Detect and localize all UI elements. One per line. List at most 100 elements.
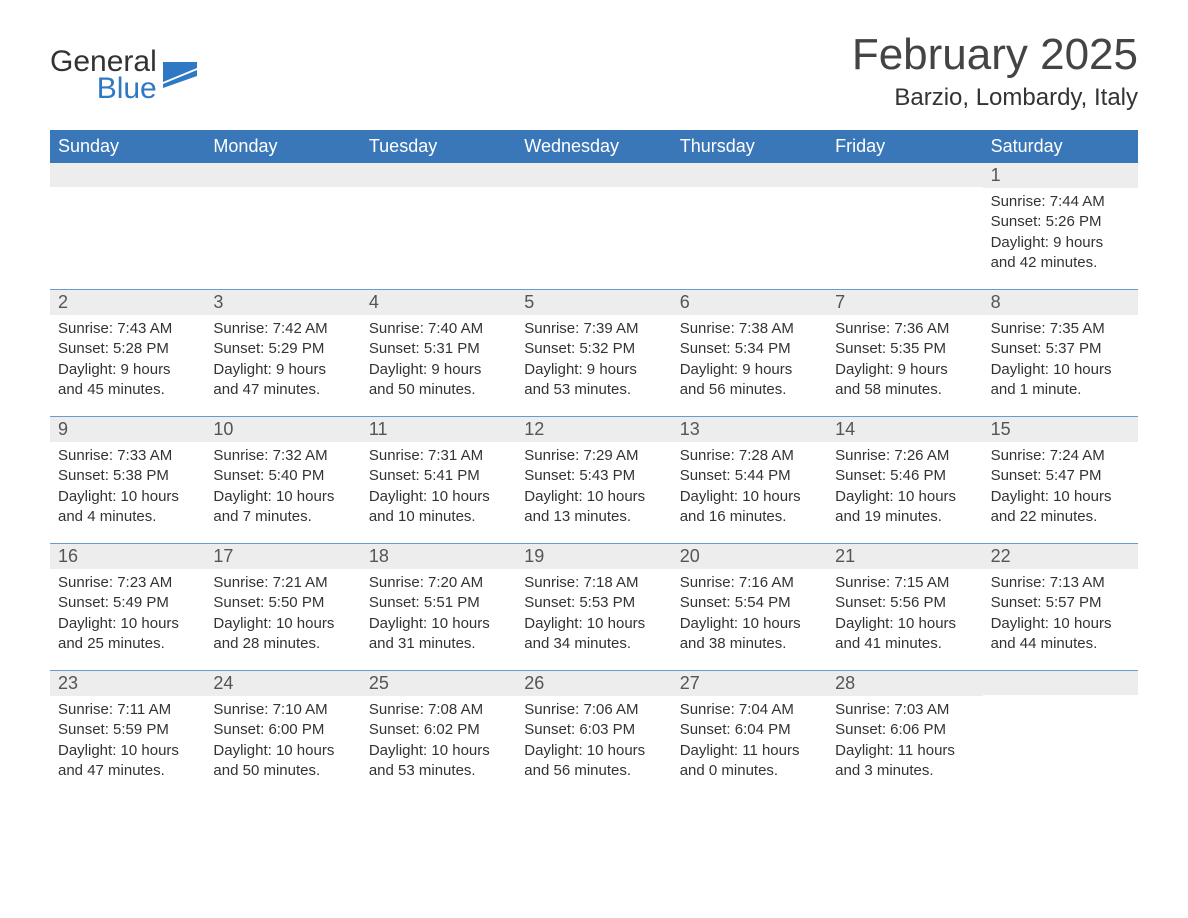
day-info: Sunrise: 7:04 AMSunset: 6:04 PMDaylight:… (680, 700, 819, 781)
weekday-header-row: SundayMondayTuesdayWednesdayThursdayFrid… (50, 130, 1138, 163)
day-number: 15 (983, 417, 1138, 442)
day-sunset: Sunset: 5:49 PM (58, 593, 197, 613)
day-cell: 18Sunrise: 7:20 AMSunset: 5:51 PMDayligh… (361, 544, 516, 670)
day-daylight: Daylight: 10 hours and 53 minutes. (369, 741, 508, 782)
day-info: Sunrise: 7:31 AMSunset: 5:41 PMDaylight:… (369, 446, 508, 527)
week-row: 23Sunrise: 7:11 AMSunset: 5:59 PMDayligh… (50, 670, 1138, 797)
day-daylight: Daylight: 10 hours and 34 minutes. (524, 614, 663, 655)
week-row: 1Sunrise: 7:44 AMSunset: 5:26 PMDaylight… (50, 163, 1138, 289)
day-daylight: Daylight: 10 hours and 31 minutes. (369, 614, 508, 655)
day-sunset: Sunset: 5:41 PM (369, 466, 508, 486)
day-info: Sunrise: 7:42 AMSunset: 5:29 PMDaylight:… (213, 319, 352, 400)
day-sunrise: Sunrise: 7:10 AM (213, 700, 352, 720)
day-sunset: Sunset: 5:38 PM (58, 466, 197, 486)
day-info: Sunrise: 7:43 AMSunset: 5:28 PMDaylight:… (58, 319, 197, 400)
day-sunset: Sunset: 5:57 PM (991, 593, 1130, 613)
week-row: 16Sunrise: 7:23 AMSunset: 5:49 PMDayligh… (50, 543, 1138, 670)
day-sunset: Sunset: 5:26 PM (991, 212, 1130, 232)
day-number: 12 (516, 417, 671, 442)
empty-day-number (516, 163, 671, 187)
day-sunrise: Sunrise: 7:20 AM (369, 573, 508, 593)
day-cell: 5Sunrise: 7:39 AMSunset: 5:32 PMDaylight… (516, 290, 671, 416)
day-cell: 3Sunrise: 7:42 AMSunset: 5:29 PMDaylight… (205, 290, 360, 416)
day-daylight: Daylight: 10 hours and 16 minutes. (680, 487, 819, 528)
day-cell: 1Sunrise: 7:44 AMSunset: 5:26 PMDaylight… (983, 163, 1138, 289)
day-sunset: Sunset: 5:32 PM (524, 339, 663, 359)
day-cell: 17Sunrise: 7:21 AMSunset: 5:50 PMDayligh… (205, 544, 360, 670)
calendar-grid: SundayMondayTuesdayWednesdayThursdayFrid… (50, 130, 1138, 797)
day-sunset: Sunset: 5:46 PM (835, 466, 974, 486)
day-number: 8 (983, 290, 1138, 315)
day-cell: 16Sunrise: 7:23 AMSunset: 5:49 PMDayligh… (50, 544, 205, 670)
day-daylight: Daylight: 10 hours and 7 minutes. (213, 487, 352, 528)
day-cell: 22Sunrise: 7:13 AMSunset: 5:57 PMDayligh… (983, 544, 1138, 670)
day-sunrise: Sunrise: 7:39 AM (524, 319, 663, 339)
day-daylight: Daylight: 11 hours and 3 minutes. (835, 741, 974, 782)
empty-day-cell (205, 163, 360, 289)
day-daylight: Daylight: 10 hours and 38 minutes. (680, 614, 819, 655)
day-sunset: Sunset: 5:29 PM (213, 339, 352, 359)
day-sunrise: Sunrise: 7:08 AM (369, 700, 508, 720)
day-sunset: Sunset: 6:06 PM (835, 720, 974, 740)
day-sunrise: Sunrise: 7:32 AM (213, 446, 352, 466)
day-sunset: Sunset: 5:54 PM (680, 593, 819, 613)
day-cell: 21Sunrise: 7:15 AMSunset: 5:56 PMDayligh… (827, 544, 982, 670)
day-sunrise: Sunrise: 7:13 AM (991, 573, 1130, 593)
month-title: February 2025 (852, 30, 1138, 80)
empty-day-number (361, 163, 516, 187)
day-info: Sunrise: 7:24 AMSunset: 5:47 PMDaylight:… (991, 446, 1130, 527)
day-sunrise: Sunrise: 7:40 AM (369, 319, 508, 339)
day-sunrise: Sunrise: 7:26 AM (835, 446, 974, 466)
day-info: Sunrise: 7:32 AMSunset: 5:40 PMDaylight:… (213, 446, 352, 527)
day-cell: 9Sunrise: 7:33 AMSunset: 5:38 PMDaylight… (50, 417, 205, 543)
day-sunrise: Sunrise: 7:33 AM (58, 446, 197, 466)
day-sunset: Sunset: 5:43 PM (524, 466, 663, 486)
day-daylight: Daylight: 10 hours and 47 minutes. (58, 741, 197, 782)
day-number: 28 (827, 671, 982, 696)
day-info: Sunrise: 7:23 AMSunset: 5:49 PMDaylight:… (58, 573, 197, 654)
day-number: 2 (50, 290, 205, 315)
day-sunrise: Sunrise: 7:44 AM (991, 192, 1130, 212)
day-sunset: Sunset: 5:34 PM (680, 339, 819, 359)
day-daylight: Daylight: 10 hours and 1 minute. (991, 360, 1130, 401)
day-daylight: Daylight: 10 hours and 25 minutes. (58, 614, 197, 655)
day-sunset: Sunset: 5:56 PM (835, 593, 974, 613)
weekday-header: Wednesday (516, 130, 671, 163)
day-daylight: Daylight: 9 hours and 53 minutes. (524, 360, 663, 401)
day-number: 26 (516, 671, 671, 696)
day-cell: 27 Sunrise: 7:04 AMSunset: 6:04 PMDayligh… (672, 671, 827, 797)
week-row: 2 Sunrise: 7:43 AMSunset: 5:28 PMDaylight… (50, 289, 1138, 416)
header-area: General Blue February 2025 Barzio, Lomba… (50, 30, 1138, 112)
day-cell: 28 Sunrise: 7:03 AMSunset: 6:06 PMDayligh… (827, 671, 982, 797)
empty-day-number (672, 163, 827, 187)
day-sunset: Sunset: 5:37 PM (991, 339, 1130, 359)
empty-day-cell (983, 671, 1138, 797)
day-sunrise: Sunrise: 7:18 AM (524, 573, 663, 593)
day-number: 11 (361, 417, 516, 442)
day-cell: 15 Sunrise: 7:24 AMSunset: 5:47 PMDayligh… (983, 417, 1138, 543)
day-cell: 8Sunrise: 7:35 AMSunset: 5:37 PMDaylight… (983, 290, 1138, 416)
empty-day-cell (361, 163, 516, 289)
day-sunset: Sunset: 6:04 PM (680, 720, 819, 740)
day-sunset: Sunset: 5:51 PM (369, 593, 508, 613)
week-row: 9Sunrise: 7:33 AMSunset: 5:38 PMDaylight… (50, 416, 1138, 543)
day-info: Sunrise: 7:40 AMSunset: 5:31 PMDaylight:… (369, 319, 508, 400)
day-number: 25 (361, 671, 516, 696)
weekday-header: Tuesday (361, 130, 516, 163)
day-info: Sunrise: 7:28 AMSunset: 5:44 PMDaylight:… (680, 446, 819, 527)
day-daylight: Daylight: 9 hours and 50 minutes. (369, 360, 508, 401)
day-info: Sunrise: 7:03 AMSunset: 6:06 PMDaylight:… (835, 700, 974, 781)
day-cell: 23Sunrise: 7:11 AMSunset: 5:59 PMDayligh… (50, 671, 205, 797)
day-sunrise: Sunrise: 7:42 AM (213, 319, 352, 339)
day-number: 27 (672, 671, 827, 696)
day-cell: 20Sunrise: 7:16 AMSunset: 5:54 PMDayligh… (672, 544, 827, 670)
empty-day-cell (516, 163, 671, 289)
day-sunset: Sunset: 5:50 PM (213, 593, 352, 613)
weekday-header: Thursday (672, 130, 827, 163)
weeks-container: 1Sunrise: 7:44 AMSunset: 5:26 PMDaylight… (50, 163, 1138, 797)
day-info: Sunrise: 7:10 AMSunset: 6:00 PMDaylight:… (213, 700, 352, 781)
day-sunrise: Sunrise: 7:03 AM (835, 700, 974, 720)
day-number: 22 (983, 544, 1138, 569)
day-number: 4 (361, 290, 516, 315)
empty-day-cell (827, 163, 982, 289)
